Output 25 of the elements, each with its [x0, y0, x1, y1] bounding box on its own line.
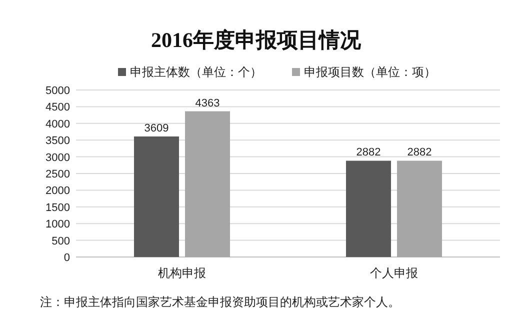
data-label: 2882: [356, 146, 381, 159]
y-tick-label: 3500: [46, 135, 70, 148]
data-label: 3609: [144, 122, 169, 134]
bar: [397, 160, 442, 257]
legend-label: 申报项目数（单位：项）: [304, 65, 436, 79]
y-tick-label: 3000: [46, 152, 70, 164]
data-label: 4363: [195, 97, 220, 110]
bar: [134, 136, 179, 257]
y-tick-label: 4500: [46, 102, 70, 114]
x-tick-label: 机构申报: [158, 266, 206, 280]
y-tick-label: 5000: [46, 85, 70, 97]
bar: [185, 111, 230, 257]
y-tick-label: 4000: [46, 118, 70, 130]
x-tick-label: 个人申报: [370, 266, 418, 280]
y-tick-label: 1500: [46, 202, 70, 214]
y-tick-label: 2500: [46, 168, 70, 180]
bar: [346, 160, 391, 257]
data-label: 2882: [407, 146, 432, 159]
y-tick-label: 2000: [46, 185, 70, 198]
y-tick-label: 0: [64, 252, 70, 264]
chart-title: 2016年度申报项目情况: [151, 28, 362, 52]
legend-label: 申报主体数（单位：个）: [130, 65, 262, 79]
text: 注：申报主体指向国家艺术基金申报资助项目的机构或艺术家个人。: [40, 295, 400, 309]
y-tick-label: 500: [52, 235, 70, 248]
y-tick-label: 1000: [46, 218, 70, 231]
